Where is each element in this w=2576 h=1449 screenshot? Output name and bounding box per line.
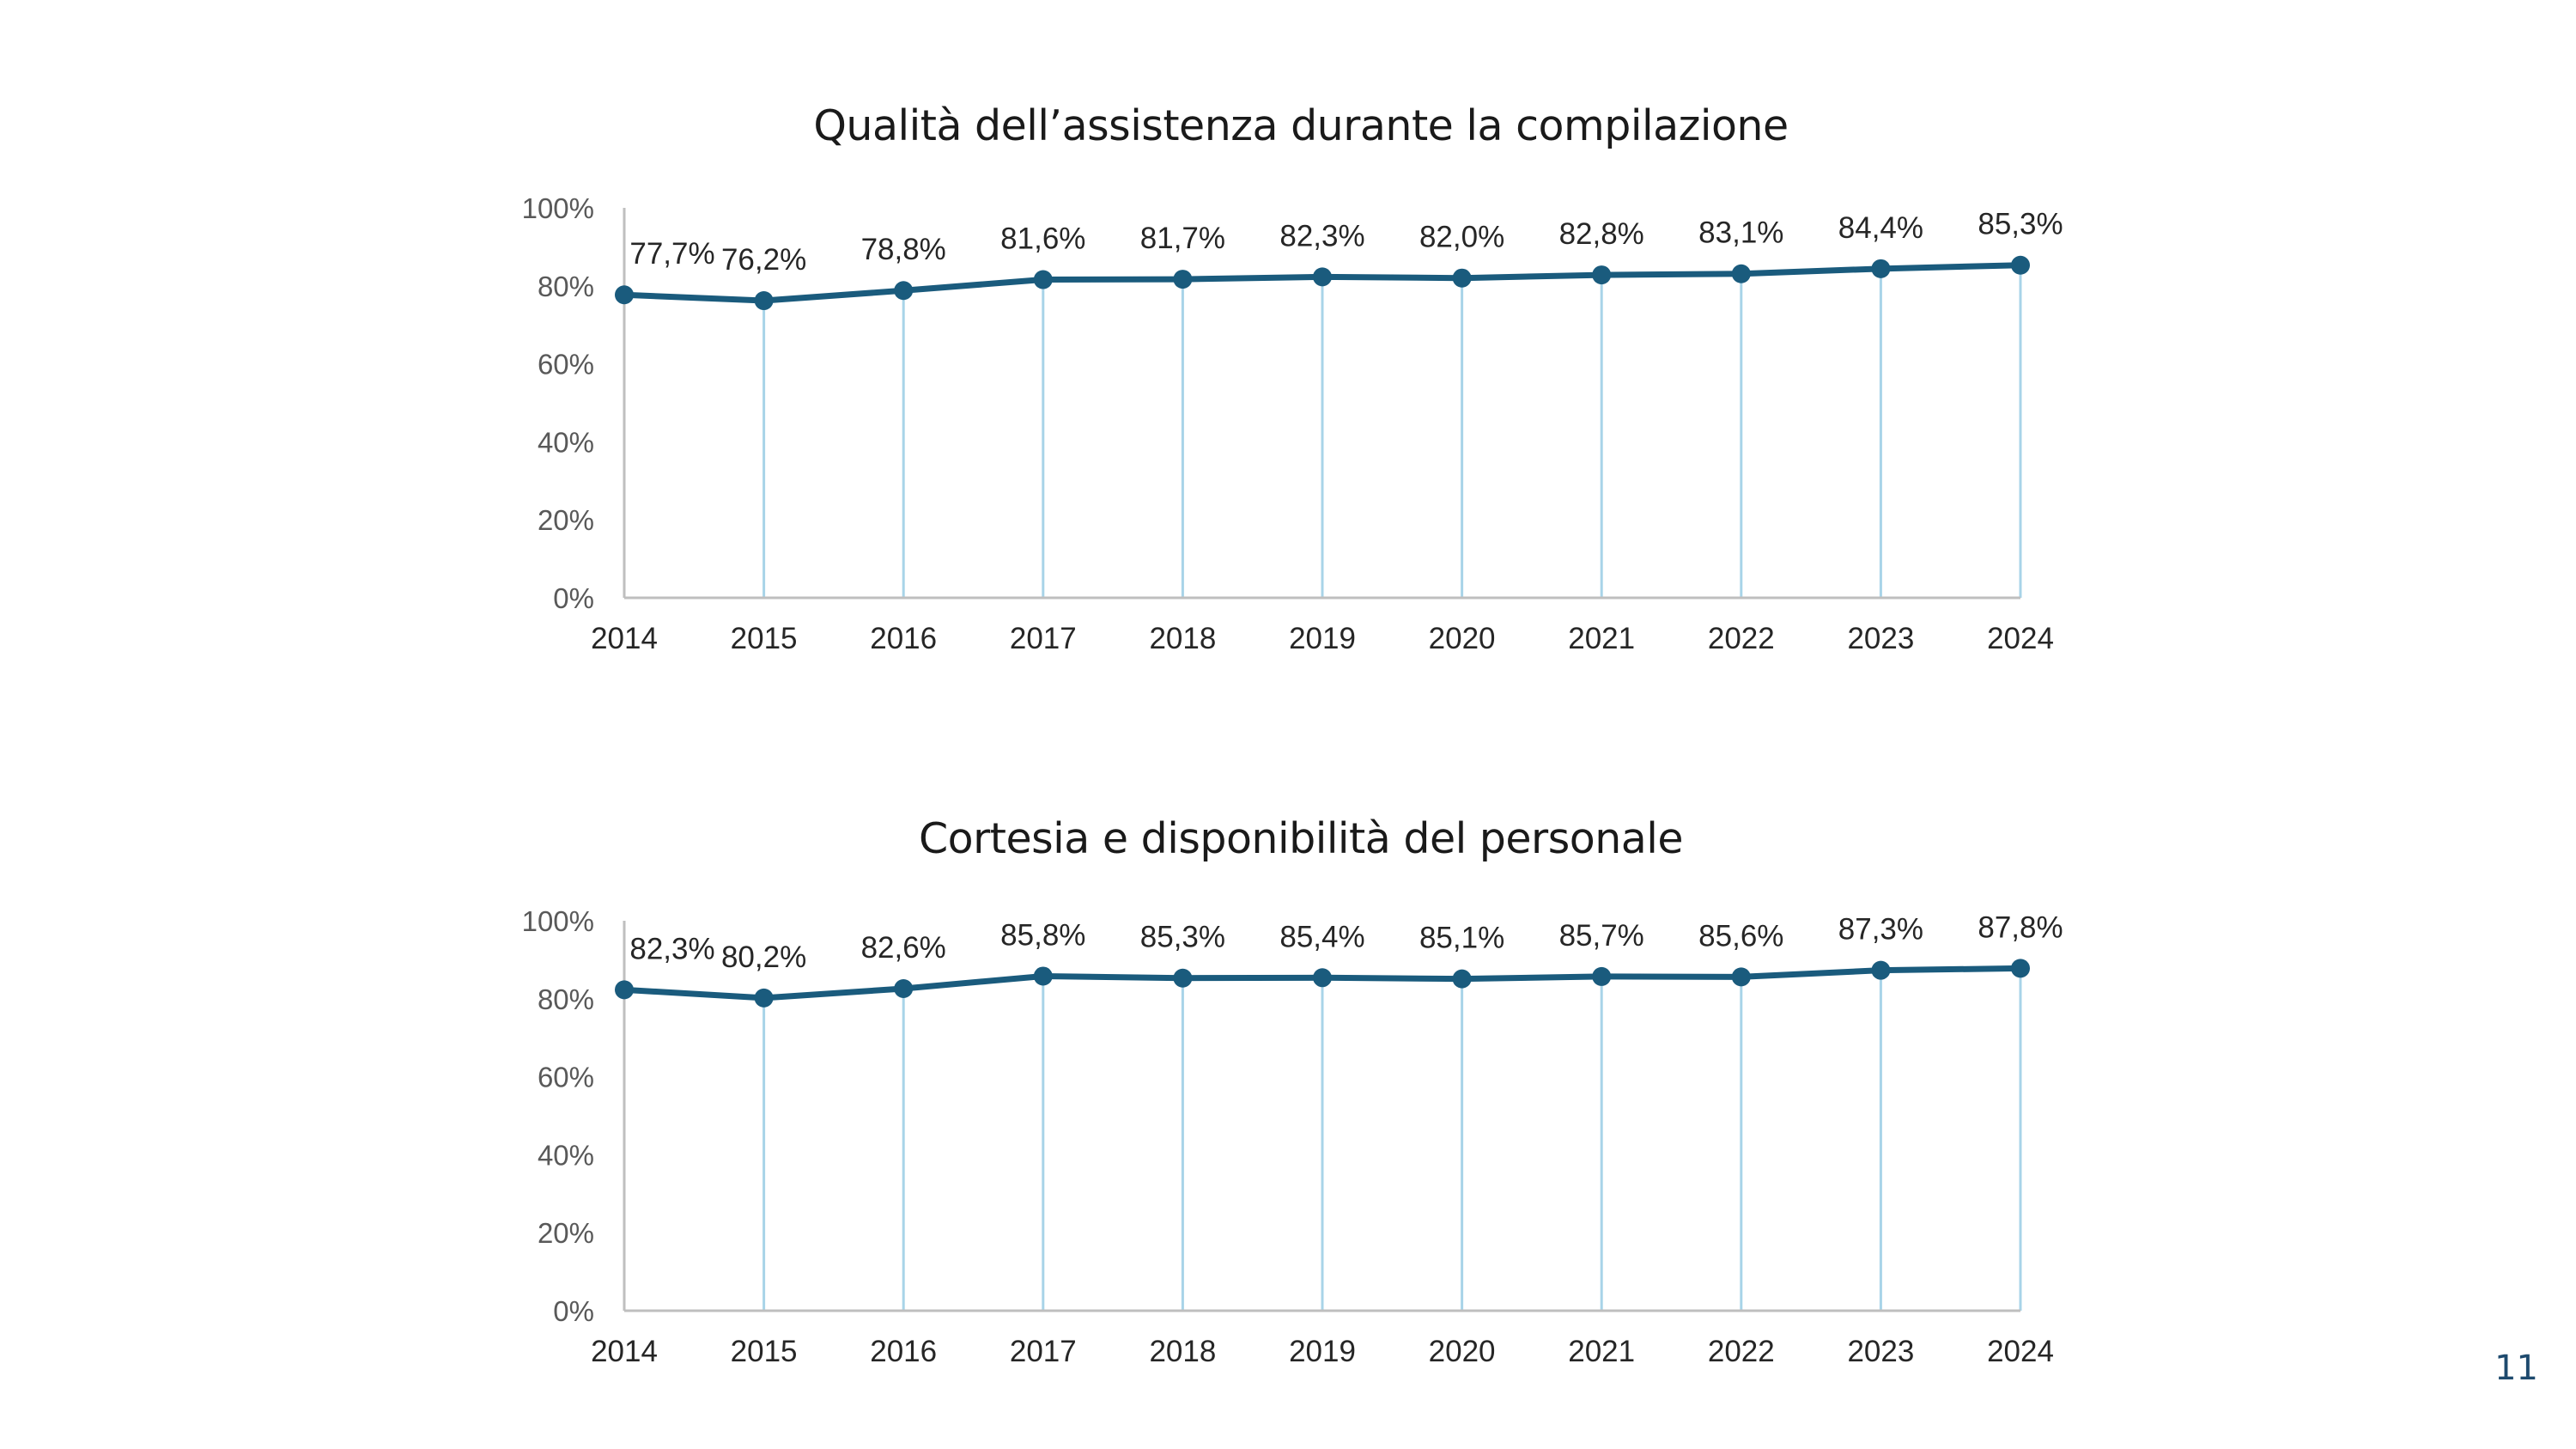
data-label: 82,3%	[629, 932, 714, 965]
y-tick-label: 100%	[522, 192, 594, 224]
data-label: 80,2%	[721, 941, 806, 974]
y-tick-label: 40%	[538, 1139, 594, 1171]
data-point	[1452, 969, 1472, 989]
data-point	[1592, 966, 1612, 986]
data-label: 78,8%	[861, 233, 946, 266]
x-tick-label: 2018	[1149, 1335, 1216, 1368]
data-label: 85,3%	[1978, 208, 2063, 241]
page-number: 11	[2494, 1349, 2538, 1388]
data-point	[1033, 966, 1053, 986]
x-tick-label: 2021	[1568, 622, 1635, 655]
x-tick-label: 2014	[591, 622, 658, 655]
data-point	[1033, 270, 1053, 289]
x-tick-label: 2020	[1429, 622, 1496, 655]
x-tick-label: 2023	[1847, 1335, 1914, 1368]
x-tick-label: 2022	[1708, 1335, 1775, 1368]
data-label: 81,6%	[1000, 222, 1085, 256]
y-tick-label: 40%	[538, 426, 594, 458]
data-point	[1173, 270, 1193, 289]
data-point	[2011, 959, 2030, 978]
data-label: 82,6%	[861, 931, 946, 965]
data-label: 81,7%	[1140, 222, 1225, 255]
y-tick-label: 100%	[522, 905, 594, 937]
y-tick-label: 20%	[538, 504, 594, 536]
data-point	[1871, 960, 1891, 980]
data-point	[754, 291, 774, 311]
y-tick-label: 80%	[538, 983, 594, 1015]
x-tick-label: 2023	[1847, 622, 1914, 655]
x-tick-label: 2019	[1289, 1335, 1356, 1368]
line-chart-cortesia: 0% 20% 40% 60% 80% 100% 2014 2015 2016 2017 2018 20…	[522, 905, 2063, 1368]
data-label: 87,3%	[1838, 913, 1923, 947]
data-point	[1592, 265, 1612, 285]
data-label: 85,6%	[1698, 919, 1783, 953]
y-tick-label: 0%	[553, 1295, 594, 1327]
y-tick-label: 60%	[538, 1062, 594, 1093]
data-point	[1173, 968, 1193, 988]
data-label: 77,7%	[629, 237, 714, 271]
y-tick-label: 0%	[553, 582, 594, 614]
data-label: 85,4%	[1279, 920, 1364, 953]
x-tick-label: 2024	[1987, 1335, 2054, 1368]
data-label: 87,8%	[1978, 910, 2063, 944]
x-tick-label: 2022	[1708, 622, 1775, 655]
x-tick-label: 2016	[870, 1335, 937, 1368]
x-tick-label: 2024	[1987, 622, 2054, 655]
x-tick-label: 2020	[1429, 1335, 1496, 1368]
data-label: 85,7%	[1559, 919, 1644, 953]
line-chart-assistenza: 0% 20% 40% 60% 80% 100% 2014 2015 2016 2017 2018 20…	[522, 192, 2063, 655]
data-label: 85,3%	[1140, 921, 1225, 954]
data-point	[1731, 264, 1751, 283]
x-tick-label: 2021	[1568, 1335, 1635, 1368]
chart-title: Qualità dell’assistenza durante la compi…	[813, 101, 1789, 150]
data-label: 76,2%	[721, 243, 806, 277]
x-tick-label: 2015	[731, 1335, 798, 1368]
data-point	[1731, 967, 1751, 987]
data-point	[1452, 268, 1472, 288]
data-point	[1871, 259, 1891, 278]
y-tick-label: 20%	[538, 1217, 594, 1249]
chart-title: Cortesia e disponibilità del personale	[918, 814, 1684, 863]
data-point	[1313, 968, 1332, 988]
x-tick-label: 2016	[870, 622, 937, 655]
data-label: 82,8%	[1559, 217, 1644, 251]
x-tick-label: 2017	[1010, 1335, 1077, 1368]
data-label: 85,1%	[1419, 922, 1504, 955]
data-point	[615, 285, 634, 305]
data-point	[2011, 255, 2030, 275]
data-point	[894, 281, 914, 301]
x-tick-label: 2018	[1149, 622, 1216, 655]
data-point	[894, 978, 914, 998]
data-label: 84,4%	[1838, 211, 1923, 245]
y-tick-label: 80%	[538, 271, 594, 302]
data-label: 83,1%	[1698, 216, 1783, 250]
x-tick-label: 2017	[1010, 622, 1077, 655]
y-tick-label: 60%	[538, 349, 594, 381]
data-point	[754, 988, 774, 1008]
data-label: 85,8%	[1000, 918, 1085, 952]
data-label: 82,0%	[1419, 221, 1504, 254]
data-label: 82,3%	[1279, 219, 1364, 253]
x-tick-label: 2015	[731, 622, 798, 655]
data-point	[1313, 267, 1332, 287]
data-point	[615, 980, 634, 1000]
x-tick-label: 2019	[1289, 622, 1356, 655]
x-tick-label: 2014	[591, 1335, 658, 1368]
